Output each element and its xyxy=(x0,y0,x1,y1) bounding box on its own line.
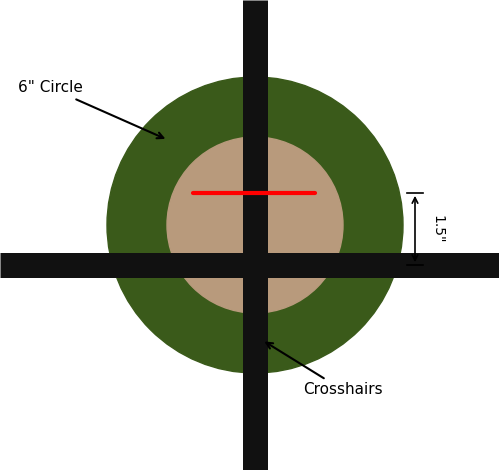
Circle shape xyxy=(167,137,343,313)
Text: 6" Circle: 6" Circle xyxy=(18,80,163,138)
Circle shape xyxy=(107,77,403,373)
Text: 1.5": 1.5" xyxy=(430,215,444,243)
Text: Crosshairs: Crosshairs xyxy=(266,343,383,398)
